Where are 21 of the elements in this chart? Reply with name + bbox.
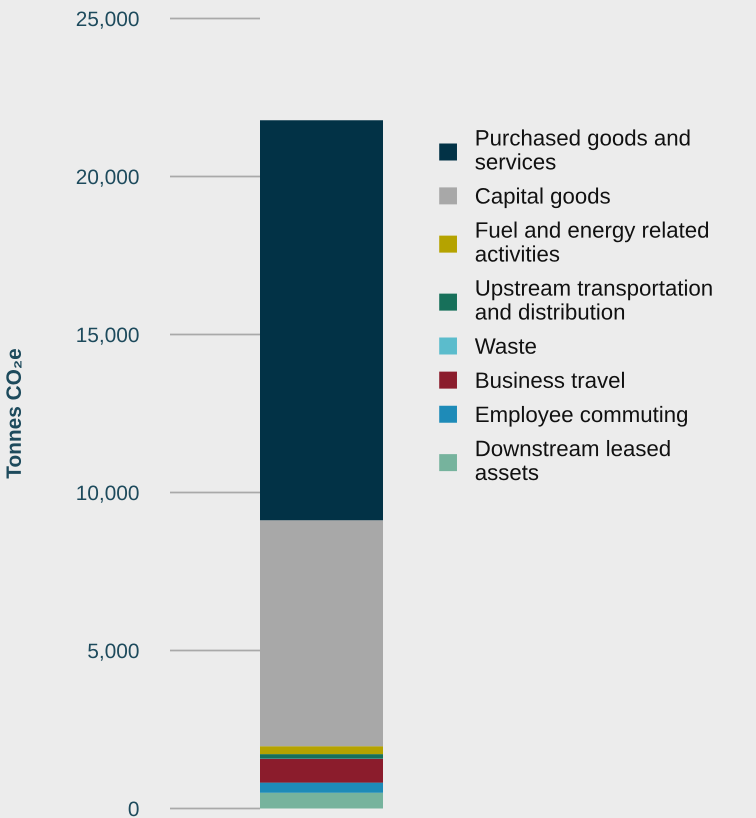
legend-label: Downstream leased assets [476,440,670,480]
y-tick-label: 25,000 [76,12,139,29]
bar [260,746,383,754]
y-tick-label: 20,000 [76,170,139,187]
y-tick-label: 15,000 [77,328,139,345]
bar [260,758,383,783]
legend-label: Waste [474,338,536,354]
legend-label: Capital goods [476,187,610,208]
bar [260,120,383,520]
bar [260,782,383,793]
legend-label: Upstream transportation and distribution [476,279,712,320]
legend-label: Employee commuting [476,406,688,427]
legend-label: Fuel and energy related activities [476,222,708,262]
y-tick-label: 5,000 [88,644,139,661]
y-axis-title: Tonnes CO₂e [6,348,22,478]
legend-label: Purchased goods and services [475,129,690,170]
y-tick-label: 0 [128,802,139,816]
bar [260,754,383,759]
bar [260,792,383,808]
legend-label: Business travel [476,372,624,388]
y-tick-label: 10,000 [77,486,139,503]
